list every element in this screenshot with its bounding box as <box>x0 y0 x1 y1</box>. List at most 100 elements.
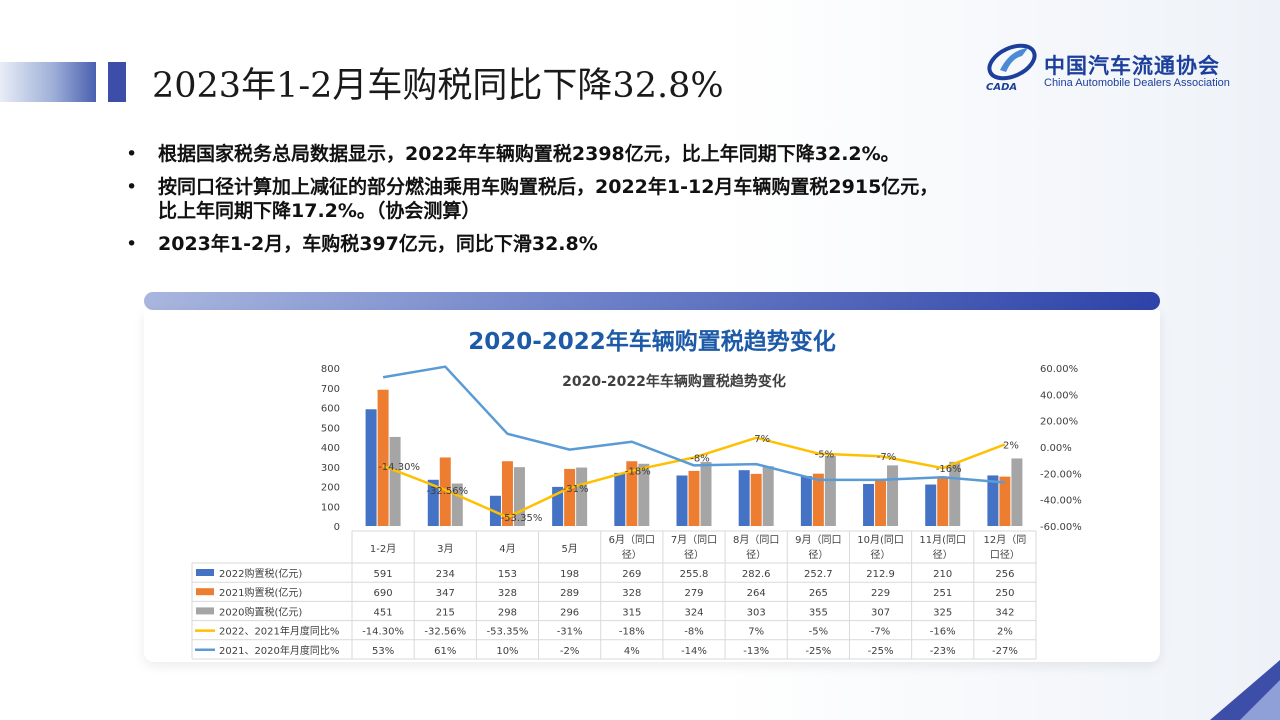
category-label: 口径） <box>990 548 1020 561</box>
bullet-text-continued: 比上年同期下降17.2%。（协会测算） <box>158 200 481 222</box>
category-label: 径） <box>746 548 766 561</box>
table-cell: -31% <box>557 627 583 638</box>
table-cell: 210 <box>933 569 952 580</box>
category-label: 径） <box>622 548 642 561</box>
category-label: 8月（同口 <box>733 534 779 546</box>
bar-2020 <box>576 467 588 526</box>
left-axis-tick-label: 800 <box>321 364 340 375</box>
cada-logo: CADA 中国汽车流通协会 China Automobile Dealers A… <box>982 40 1232 92</box>
right-axis-tick-label: 40.00% <box>1040 390 1078 401</box>
right-axis-tick-label: -60.00% <box>1040 522 1082 533</box>
left-axis-tick-label: 0 <box>334 522 340 533</box>
table-cell: 255.8 <box>680 569 709 580</box>
table-cell: 325 <box>933 607 952 618</box>
table-cell: -53.35% <box>487 627 529 638</box>
bar-2020 <box>389 436 401 526</box>
table-cell: 229 <box>871 588 890 599</box>
line-2021-vs-2020 <box>382 365 1006 484</box>
corner-decoration <box>1210 660 1280 720</box>
right-axis-tick-label: 60.00% <box>1040 364 1078 375</box>
table-cell: -32.56% <box>424 627 466 638</box>
line-data-label: 2% <box>1003 440 1019 451</box>
line-data-label: -14.30% <box>378 462 420 473</box>
category-label: 径） <box>808 548 828 561</box>
legend-label: 2021、2020年月度同比% <box>219 644 339 657</box>
bar-2020 <box>1011 458 1023 526</box>
bar-2022 <box>614 472 626 526</box>
table-cell: -13% <box>743 646 769 657</box>
logo-mark-text: CADA <box>986 82 1017 92</box>
table-cell: -8% <box>684 627 703 638</box>
title-accent-bar <box>0 62 96 102</box>
table-cell: 298 <box>498 607 517 618</box>
table-cell: 690 <box>374 588 393 599</box>
category-label: 4月 <box>499 543 515 555</box>
legend-label: 2022购置税(亿元) <box>219 567 302 580</box>
bar-2022 <box>800 476 812 526</box>
bullet-text: 根据国家税务总局数据显示，2022年车辆购置税2398亿元，比上年同期下降32.… <box>158 143 900 165</box>
bar-2021 <box>937 476 949 526</box>
table-cell: 279 <box>684 588 703 599</box>
bar-2020 <box>700 462 712 526</box>
left-axis-tick-label: 700 <box>321 384 340 395</box>
bullet-dot: • <box>126 143 138 165</box>
category-label: 3月 <box>437 543 453 555</box>
legend-key <box>196 569 214 576</box>
bar-2022 <box>365 409 377 526</box>
line-data-label: -16% <box>936 464 962 475</box>
table-cell: -5% <box>809 627 828 638</box>
legend-label: 2022、2021年月度同比% <box>219 625 339 638</box>
table-cell: -2% <box>560 646 579 657</box>
bullet-dot: • <box>126 233 138 255</box>
line-data-label: -18% <box>625 467 651 478</box>
category-label: 6月（同口 <box>609 534 655 546</box>
table-cell: 10% <box>496 646 518 657</box>
bar-2021 <box>501 461 513 526</box>
table-cell: 265 <box>809 588 828 599</box>
logo-english-name: China Automobile Dealers Association <box>1044 77 1230 89</box>
table-cell: 355 <box>809 607 828 618</box>
table-cell: 198 <box>560 569 579 580</box>
table-cell: 234 <box>436 569 455 580</box>
legend-key <box>196 607 214 615</box>
table-cell: 289 <box>560 588 579 599</box>
cada-logo-icon: CADA <box>986 43 1037 92</box>
bullet-item: • 按同口径计算加上减征的部分燃油乘用车购置税后，2022年1-12月车辆购置税… <box>126 175 1186 223</box>
bullet-text: 按同口径计算加上减征的部分燃油乘用车购置税后，2022年1-12月车辆购置税29… <box>158 176 939 198</box>
chart-panel-title: 2020-2022年车辆购置税趋势变化 <box>468 329 836 355</box>
category-label: 1-2月 <box>370 543 396 555</box>
line-data-label: -32.56% <box>426 486 468 497</box>
bar-2020 <box>451 483 463 526</box>
bar-2020 <box>638 463 650 526</box>
chart-panel-header-bar <box>144 292 1160 310</box>
table-cell: 2% <box>997 627 1013 638</box>
legend-key <box>196 588 214 596</box>
logo-chinese-name: 中国汽车流通协会 <box>1044 54 1220 78</box>
table-cell: 264 <box>747 588 766 599</box>
category-label: 径） <box>871 548 891 561</box>
bar-2020 <box>762 466 774 526</box>
table-cell: -25% <box>868 646 894 657</box>
table-cell: -27% <box>992 646 1018 657</box>
table-cell: 451 <box>374 607 393 618</box>
table-cell: 250 <box>995 588 1014 599</box>
table-cell: 269 <box>622 569 641 580</box>
bar-2020 <box>513 467 525 526</box>
title-accent-block <box>108 62 126 102</box>
legend-label: 2020购置税(亿元) <box>219 605 302 618</box>
category-label: 9月（同口 <box>795 534 841 546</box>
table-cell: 61% <box>434 646 456 657</box>
bar-2022 <box>427 479 439 526</box>
bar-2021 <box>377 389 389 526</box>
bar-2021 <box>875 480 887 526</box>
line-data-label: -5% <box>815 450 834 461</box>
left-axis-tick-label: 100 <box>321 502 340 513</box>
bar-2022 <box>676 475 688 526</box>
line-data-label: 7% <box>754 434 770 445</box>
left-axis-tick-label: 200 <box>321 483 340 494</box>
bar-2022 <box>925 484 937 526</box>
bar-2021 <box>439 457 451 526</box>
bar-2021 <box>999 476 1011 526</box>
line-data-label: -53.35% <box>501 513 543 524</box>
table-cell: 315 <box>622 607 641 618</box>
